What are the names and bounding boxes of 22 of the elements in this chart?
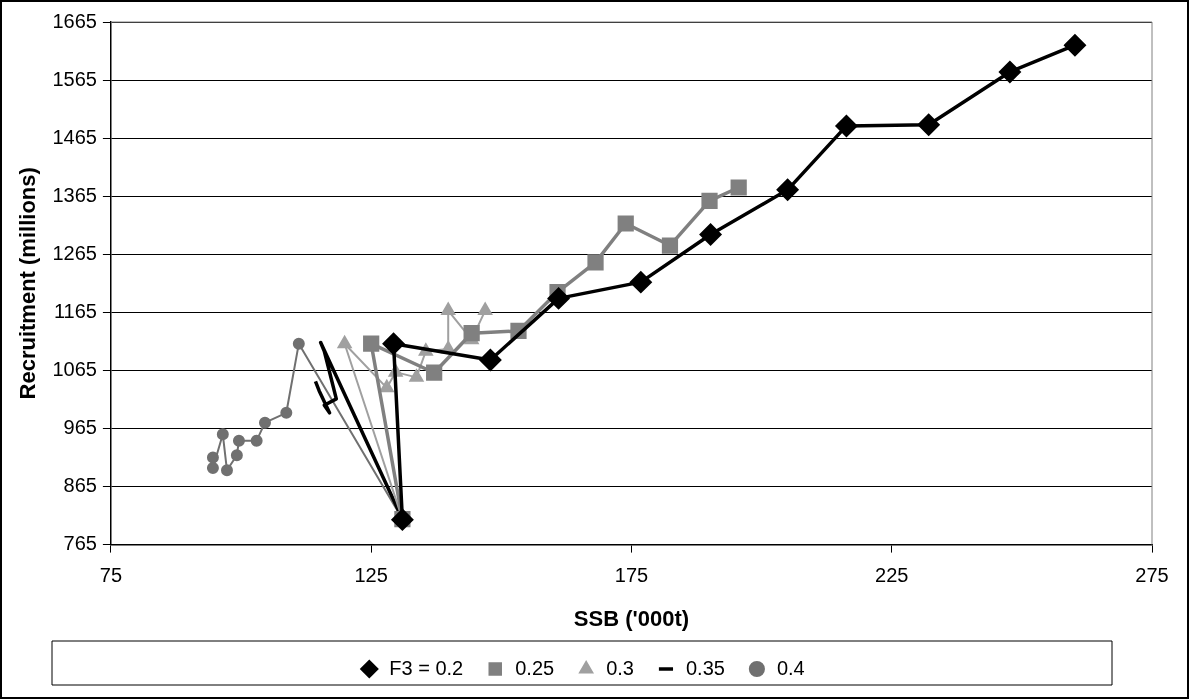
x-axis-title: SSB ('000t) <box>573 605 690 631</box>
legend-label: 0.35 <box>685 656 725 679</box>
y-tick-label: 865 <box>63 474 97 497</box>
x-tick-label: 125 <box>354 564 388 587</box>
legend-label: 0.4 <box>776 656 805 679</box>
y-tick-label: 1065 <box>52 357 97 380</box>
y-tick-label: 1265 <box>52 241 97 264</box>
y-tick-label: 1365 <box>52 183 97 206</box>
legend-label: 0.3 <box>606 656 634 679</box>
legend-label: 0.25 <box>515 656 555 679</box>
y-tick-label: 1565 <box>52 67 97 90</box>
x-tick-label: 225 <box>875 564 909 587</box>
x-tick-label: 275 <box>1135 564 1169 587</box>
y-tick-label: 765 <box>63 532 97 555</box>
x-tick-label: 175 <box>614 564 649 587</box>
y-axis-title: Recruitment (millions) <box>15 167 41 400</box>
x-tick-label: 75 <box>99 564 123 587</box>
y-tick-label: 1165 <box>53 299 97 322</box>
y-tick-label: 1465 <box>52 125 97 148</box>
legend-label: F3 = 0.2 <box>389 656 464 679</box>
y-tick-label: 965 <box>63 415 97 438</box>
y-tick-label: 1665 <box>52 9 97 32</box>
